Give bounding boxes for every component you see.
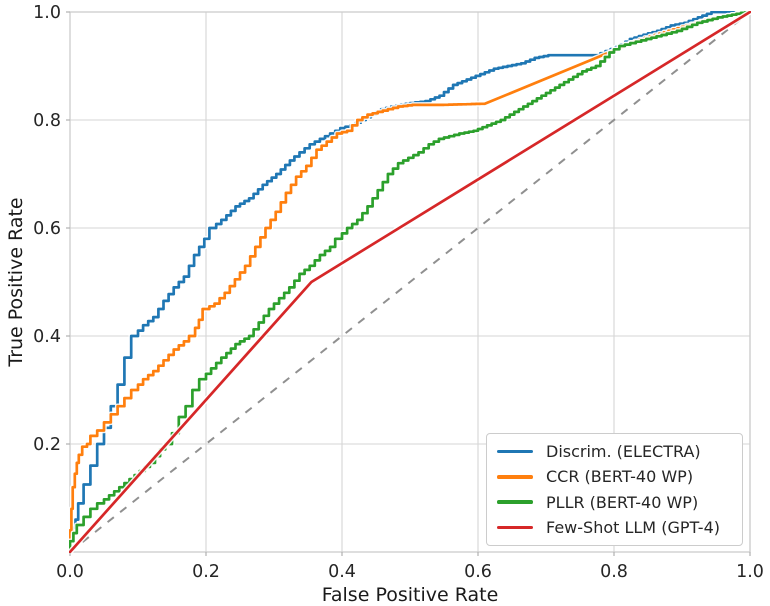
- x-tick-label: 1.0: [736, 562, 764, 582]
- legend-line-swatch-orange: [497, 475, 533, 479]
- chance-diagonal: [69, 11, 751, 553]
- legend-row-fewshot-llm: Few-Shot LLM (GPT-4): [497, 515, 734, 540]
- x-tick-label: 0.8: [600, 562, 628, 582]
- legend-line-swatch-green: [497, 500, 533, 504]
- legend-label: CCR (BERT-40 WP): [546, 467, 694, 487]
- legend-label: Discrim. (ELECTRA): [546, 442, 701, 462]
- axes-spines: [69, 11, 751, 553]
- x-axis-title: False Positive Rate: [321, 584, 499, 606]
- y-tick-label: 0.8: [33, 111, 61, 131]
- legend-row-pllr-bert: PLLR (BERT-40 WP): [497, 490, 734, 515]
- y-tick-label: 0.6: [33, 219, 61, 239]
- y-tick-label: 1.0: [33, 3, 61, 23]
- y-axis-title: True Positive Rate: [5, 197, 27, 367]
- legend-line-swatch-blue: [497, 449, 533, 454]
- y-tick-label: 0.2: [33, 435, 61, 455]
- legend-row-discrim-electra: Discrim. (ELECTRA): [497, 439, 734, 464]
- legend-label: Few-Shot LLM (GPT-4): [546, 517, 720, 537]
- x-tick-label: 0.0: [56, 562, 84, 582]
- roc-curve-few-shot-llm-gpt-4: [69, 11, 751, 553]
- roc-curve-pllr-bert-40-wp: [69, 11, 751, 553]
- x-tick-label: 0.4: [328, 562, 356, 582]
- x-tick-label: 0.2: [192, 562, 220, 582]
- legend-line-swatch-red: [497, 525, 533, 530]
- x-tick-label: 0.6: [464, 562, 492, 582]
- legend-row-ccr-bert: CCR (BERT-40 WP): [497, 464, 734, 489]
- y-tick-label: 0.4: [33, 327, 61, 347]
- legend-label: PLLR (BERT-40 WP): [546, 492, 699, 512]
- legend: Discrim. (ELECTRA) CCR (BERT-40 WP) PLLR…: [486, 433, 743, 546]
